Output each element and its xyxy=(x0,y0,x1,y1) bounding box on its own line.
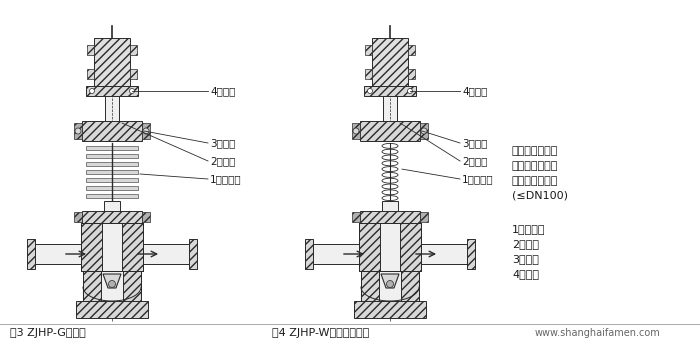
Bar xyxy=(408,45,415,55)
Bar xyxy=(94,38,130,86)
Bar xyxy=(359,223,421,271)
Circle shape xyxy=(90,89,95,94)
Text: 3、阀盖: 3、阀盖 xyxy=(462,138,487,148)
Bar xyxy=(122,223,143,271)
Bar xyxy=(467,239,475,269)
Bar xyxy=(408,69,415,79)
Text: www.shanghaifamen.com: www.shanghaifamen.com xyxy=(535,328,661,338)
Circle shape xyxy=(130,89,134,94)
Bar xyxy=(382,201,398,216)
Text: 1、散热片: 1、散热片 xyxy=(210,174,242,184)
Text: 4、填料: 4、填料 xyxy=(210,86,235,96)
Bar xyxy=(87,45,94,55)
Circle shape xyxy=(407,89,412,94)
Text: 4、填料: 4、填料 xyxy=(512,269,539,279)
Bar xyxy=(360,211,420,223)
Bar xyxy=(365,45,372,55)
Bar xyxy=(74,123,82,139)
Polygon shape xyxy=(83,287,141,301)
Circle shape xyxy=(386,281,393,288)
Bar xyxy=(365,69,372,79)
Text: 式外抽结构，维: 式外抽结构，维 xyxy=(512,161,559,171)
Polygon shape xyxy=(361,287,419,301)
Bar xyxy=(101,271,123,301)
Text: 合理的阀芯整体: 合理的阀芯整体 xyxy=(512,146,559,156)
Bar xyxy=(102,223,122,271)
Bar xyxy=(421,244,467,264)
Text: 4、填料: 4、填料 xyxy=(462,86,487,96)
Bar xyxy=(86,146,138,150)
Bar xyxy=(76,301,148,318)
Polygon shape xyxy=(381,274,399,288)
Bar xyxy=(305,239,313,269)
Circle shape xyxy=(368,89,372,94)
Bar xyxy=(143,244,189,264)
Text: 2、接管: 2、接管 xyxy=(512,239,539,249)
Bar xyxy=(83,271,101,301)
Bar xyxy=(86,178,138,182)
Bar xyxy=(86,194,138,198)
Bar xyxy=(420,212,428,222)
Bar xyxy=(123,271,141,301)
Bar xyxy=(420,123,428,139)
Bar xyxy=(105,96,119,141)
Bar xyxy=(380,223,400,271)
Text: 图4 ZJHP-W波纹管密封型: 图4 ZJHP-W波纹管密封型 xyxy=(272,328,370,338)
Bar xyxy=(130,69,137,79)
Text: 2、接管: 2、接管 xyxy=(210,156,235,166)
Bar xyxy=(400,223,421,271)
Polygon shape xyxy=(103,274,121,288)
Circle shape xyxy=(75,128,81,134)
Text: 2、接管: 2、接管 xyxy=(462,156,487,166)
Bar xyxy=(35,244,81,264)
Circle shape xyxy=(421,128,427,134)
Text: (≤DN100): (≤DN100) xyxy=(512,191,568,201)
Bar xyxy=(142,123,150,139)
Bar xyxy=(86,154,138,158)
Bar xyxy=(352,123,360,139)
Bar xyxy=(81,223,102,271)
Bar xyxy=(86,86,138,96)
Text: 3、阀盖: 3、阀盖 xyxy=(210,138,235,148)
Text: 1、波纹管: 1、波纹管 xyxy=(462,174,493,184)
Bar xyxy=(383,96,397,141)
Bar xyxy=(130,45,137,55)
Bar xyxy=(359,223,380,271)
Bar xyxy=(361,271,379,301)
Bar xyxy=(27,239,35,269)
Bar xyxy=(104,201,120,216)
Text: 护简单、方便。: 护简单、方便。 xyxy=(512,176,559,186)
Bar xyxy=(86,170,138,174)
Bar xyxy=(379,271,401,301)
Circle shape xyxy=(108,281,116,288)
Bar xyxy=(364,86,416,96)
Bar xyxy=(142,212,150,222)
Bar xyxy=(74,212,82,222)
Bar xyxy=(86,186,138,190)
Bar xyxy=(313,244,359,264)
Bar xyxy=(354,301,426,318)
Bar xyxy=(372,38,408,86)
Bar xyxy=(189,239,197,269)
Text: 3、阀盖: 3、阀盖 xyxy=(512,254,539,264)
Bar xyxy=(360,121,420,141)
Bar xyxy=(86,162,138,166)
Bar xyxy=(82,211,142,223)
Text: 图3 ZJHP-G散热型: 图3 ZJHP-G散热型 xyxy=(10,328,85,338)
Bar xyxy=(87,69,94,79)
Bar xyxy=(352,212,360,222)
Circle shape xyxy=(143,128,149,134)
Circle shape xyxy=(353,128,359,134)
Bar xyxy=(82,121,142,141)
Bar xyxy=(81,223,143,271)
Text: 1、波纹管: 1、波纹管 xyxy=(512,224,545,234)
Bar xyxy=(401,271,419,301)
